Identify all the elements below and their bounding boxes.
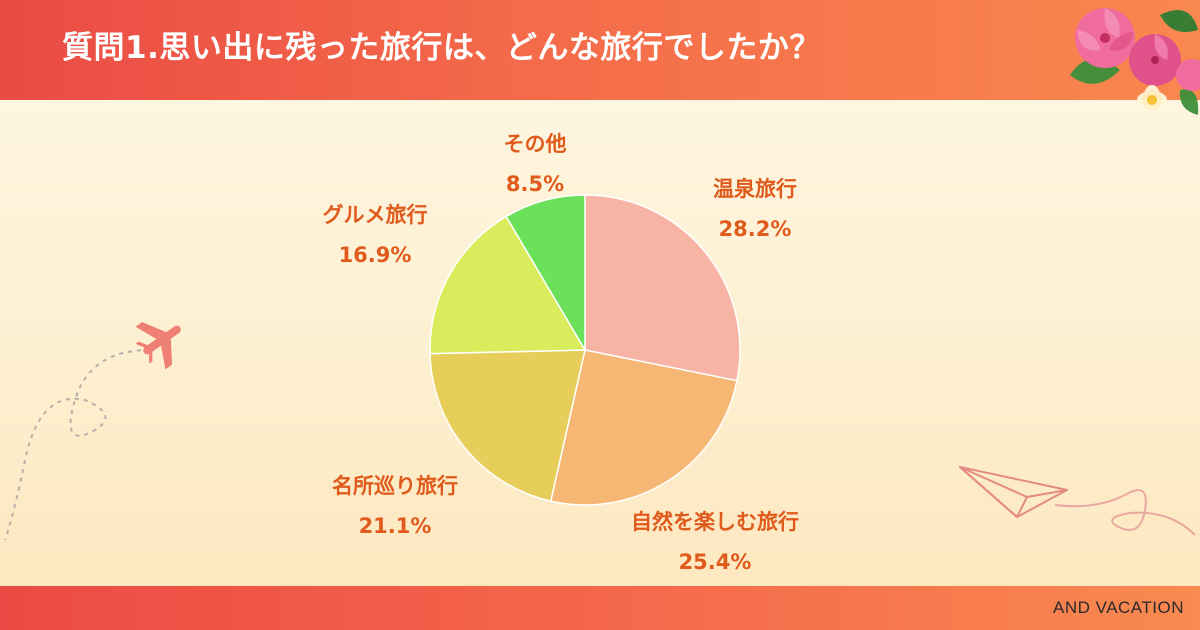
- slice-value-label: 25.4%: [679, 550, 752, 574]
- slice-label: 名所巡り旅行: [332, 474, 458, 498]
- slice-label: グルメ旅行: [323, 203, 428, 227]
- hibiscus-flower-icon: [1070, 8, 1200, 115]
- brand-name: AND VACATION: [1053, 598, 1184, 617]
- pie-labels: 温泉旅行 28.2% 自然を楽しむ旅行 25.4% 名所巡り旅行 21.1% グルメ旅行 16…: [323, 132, 800, 574]
- slice-label: 温泉旅行: [713, 177, 797, 201]
- slice-value-label: 8.5%: [506, 172, 564, 196]
- slice-label: 自然を楽しむ旅行: [631, 510, 799, 534]
- pie-slices: [429, 194, 741, 506]
- footer-bar: [0, 586, 1200, 630]
- header-bar: [0, 0, 1200, 100]
- slice-value-label: 28.2%: [719, 217, 792, 241]
- slice-label: その他: [504, 132, 567, 156]
- airplane-icon: [4, 322, 181, 541]
- page-title: 質問1.思い出に残った旅行は、どんな旅行でしたか？: [62, 30, 821, 66]
- paper-plane-icon: [959, 466, 1196, 536]
- pie-slice: [429, 215, 587, 355]
- pie-slice: [584, 194, 741, 382]
- pie-slice: [549, 349, 738, 506]
- pie-slice: [505, 194, 586, 353]
- slice-value-label: 21.1%: [359, 514, 432, 538]
- pie-slice: [429, 349, 586, 503]
- slice-value-label: 16.9%: [339, 243, 412, 267]
